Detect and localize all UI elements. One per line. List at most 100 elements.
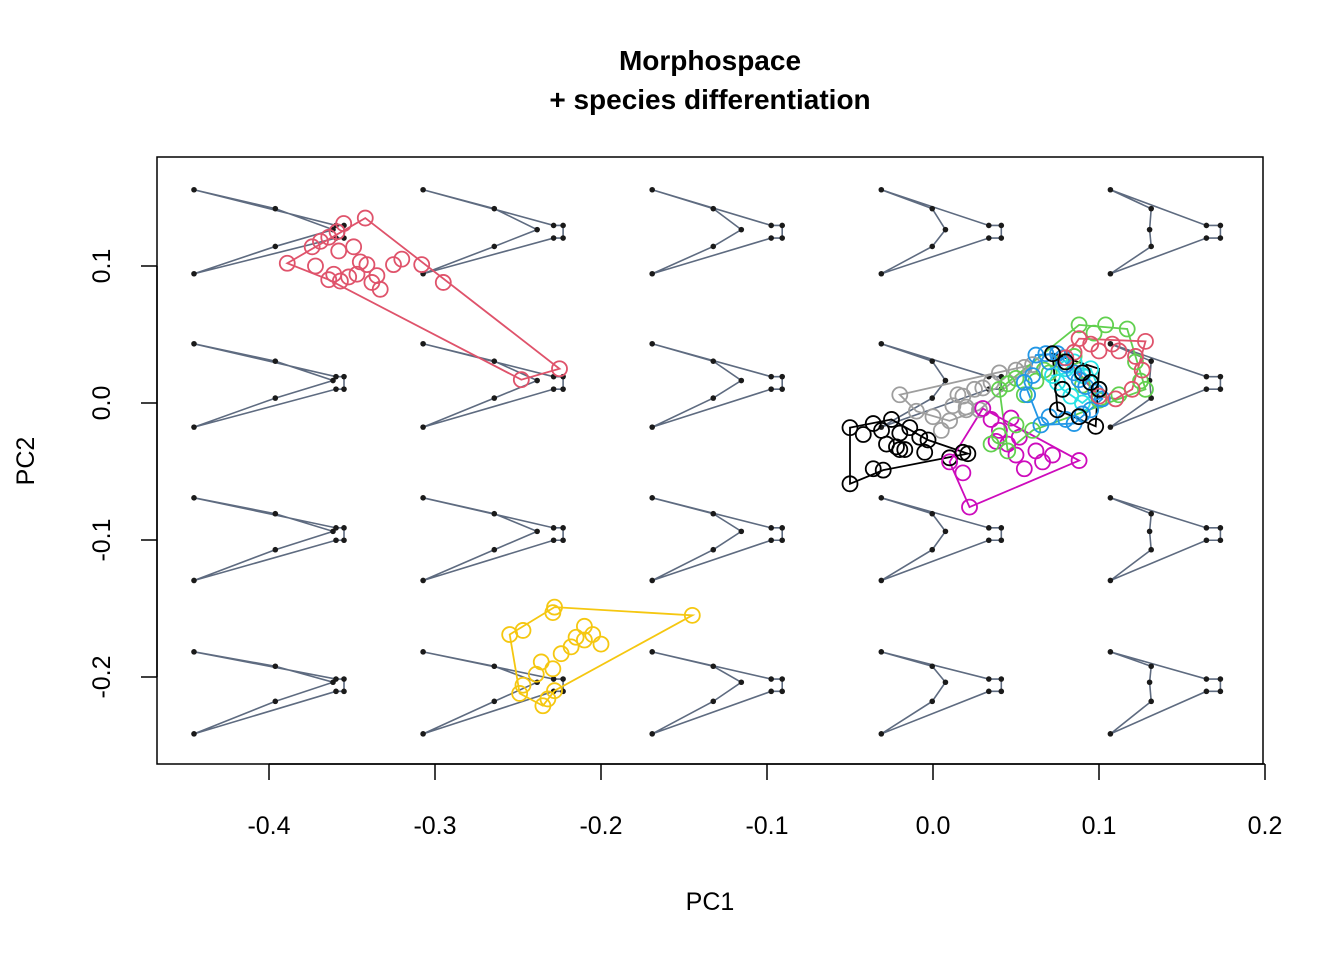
backdrop-shape-landmark	[1107, 731, 1114, 737]
species-hull	[898, 363, 1034, 422]
backdrop-shape-landmark	[560, 386, 566, 392]
species-point	[683, 606, 701, 624]
backdrop-shape-landmark	[491, 205, 498, 212]
backdrop-shape-landmark	[333, 537, 339, 544]
backdrop-shape-landmark	[191, 731, 197, 737]
y-axis: -0.2 -0.1 0.0 0.1	[88, 249, 158, 699]
backdrop-shape-landmark	[1148, 698, 1154, 705]
species-point	[345, 238, 363, 256]
species-point	[941, 453, 958, 471]
backdrop-shape-landmark	[333, 525, 339, 531]
species-point	[320, 228, 338, 246]
backdrop-shapes	[191, 186, 1224, 737]
backdrop-shape-landmark	[738, 226, 745, 233]
species-hull	[948, 407, 1082, 509]
backdrop-shape-landmark	[998, 537, 1005, 544]
backdrop-shape-landmark	[550, 676, 557, 682]
backdrop-shape-landmark	[929, 510, 936, 517]
backdrop-shape-landmark	[710, 205, 717, 212]
y-tick-label: -0.1	[88, 518, 116, 561]
backdrop-shape-landmark	[878, 340, 885, 347]
backdrop-shape-landmark	[929, 663, 936, 670]
backdrop-shape-landmark	[191, 424, 197, 430]
backdrop-shape-outline	[193, 343, 345, 428]
backdrop-shape-landmark	[986, 222, 992, 229]
backdrop-shape-landmark	[878, 649, 885, 655]
species-point	[512, 371, 530, 389]
backdrop-shape-landmark	[272, 663, 279, 670]
species-point	[1137, 380, 1154, 398]
backdrop-shape-landmark	[942, 377, 949, 384]
species-point	[1090, 380, 1108, 398]
backdrop-shape-landmark	[560, 235, 566, 241]
species-point	[1007, 416, 1025, 434]
backdrop-shape-landmark	[420, 731, 426, 737]
y-tick-label: 0.1	[88, 249, 116, 284]
backdrop-shape-landmark	[272, 510, 279, 517]
backdrop-shape-landmark	[1148, 546, 1154, 553]
species-point	[974, 400, 992, 417]
species-point	[891, 386, 909, 404]
species-point	[371, 280, 389, 298]
backdrop-shape-landmark	[1217, 688, 1224, 695]
x-tick-label: 0.1	[1082, 812, 1117, 840]
backdrop-shape-landmark	[491, 395, 498, 401]
backdrop-shape-landmark	[710, 395, 717, 401]
backdrop-shape-landmark	[986, 235, 992, 241]
species-point	[303, 238, 321, 256]
x-tick-label: 0.2	[1248, 812, 1283, 840]
backdrop-shape-landmark	[1203, 676, 1210, 682]
species-point	[991, 364, 1008, 382]
backdrop-shape-landmark	[1146, 226, 1153, 233]
species-point	[1082, 360, 1100, 378]
backdrop-shape-landmark	[191, 577, 197, 584]
species-point	[358, 256, 376, 274]
backdrop-shape-landmark	[710, 663, 717, 670]
backdrop-shape-outline	[651, 651, 784, 735]
y-tick-label: 0.0	[88, 386, 116, 421]
species-point	[1032, 416, 1050, 434]
species-point	[1049, 401, 1066, 419]
species-point	[1110, 342, 1128, 360]
backdrop-shape-landmark	[1203, 373, 1210, 380]
backdrop-shape-landmark	[191, 340, 197, 347]
species-point	[576, 631, 593, 649]
x-tick-label: -0.4	[247, 812, 290, 840]
species-point	[514, 622, 532, 639]
backdrop-shape-landmark	[768, 537, 774, 544]
backdrop-shape-landmark	[929, 205, 936, 212]
backdrop-shape-landmark	[986, 688, 992, 695]
backdrop-shape-landmark	[1217, 386, 1224, 392]
backdrop-shape-landmark	[272, 395, 279, 401]
species-point	[896, 441, 914, 458]
backdrop-shape-landmark	[333, 688, 339, 695]
species-point	[1027, 346, 1045, 364]
backdrop-shape-landmark	[550, 537, 557, 544]
backdrop-shape-landmark	[191, 495, 197, 501]
backdrop-shape-landmark	[1217, 373, 1224, 380]
species-point	[567, 628, 585, 646]
backdrop-shape-outline	[1109, 189, 1222, 275]
backdrop-shape-outline	[651, 497, 784, 582]
backdrop-shape-landmark	[1217, 222, 1224, 229]
backdrop-shape-landmark	[649, 270, 655, 277]
backdrop-shape-landmark	[929, 358, 936, 364]
species-point	[278, 254, 296, 272]
backdrop-shape-landmark	[420, 340, 426, 347]
backdrop-shape-landmark	[420, 186, 426, 193]
backdrop-shape-landmark	[1107, 424, 1114, 430]
backdrop-shape-outline	[1109, 651, 1222, 735]
backdrop-shape-landmark	[491, 698, 498, 705]
backdrop-shape-landmark	[341, 386, 347, 392]
species-point	[1133, 361, 1151, 379]
backdrop-shape-landmark	[942, 679, 949, 686]
backdrop-shape-landmark	[878, 577, 885, 584]
backdrop-shape-landmark	[1203, 235, 1210, 241]
species-point	[919, 431, 937, 449]
backdrop-shape-landmark	[491, 546, 498, 553]
backdrop-shape-landmark	[272, 205, 279, 212]
species-point	[888, 438, 905, 456]
x-tick-label: 0.0	[916, 812, 951, 840]
species-point	[961, 498, 978, 516]
species-point	[335, 215, 353, 232]
